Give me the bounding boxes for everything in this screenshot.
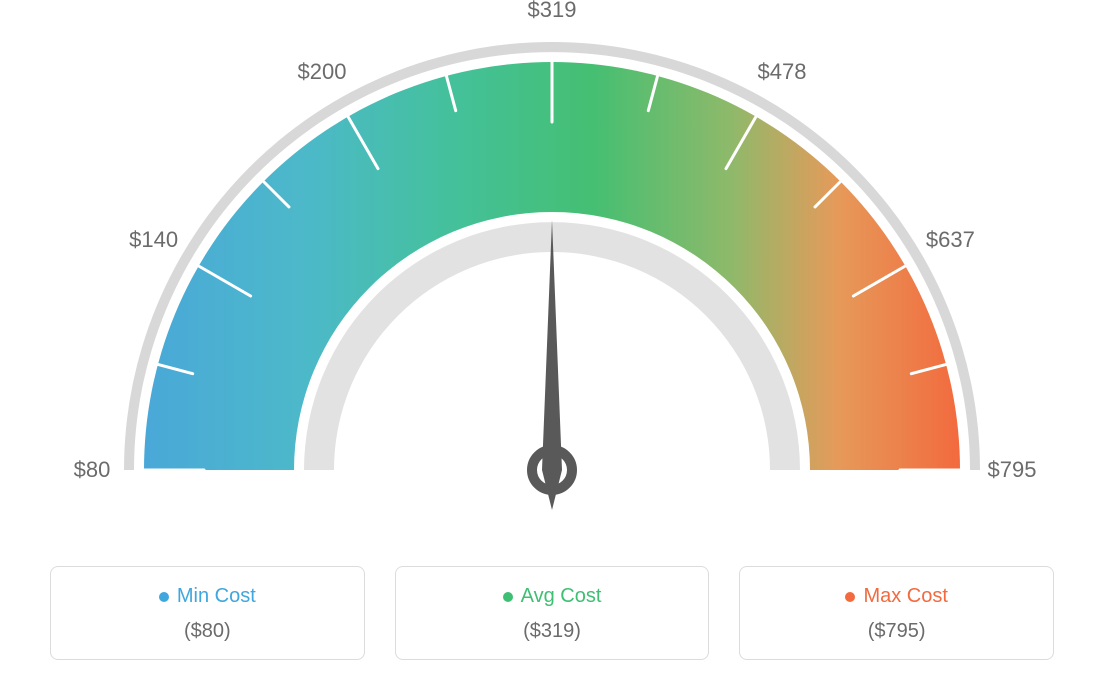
legend-value-min: ($80): [61, 620, 354, 643]
gauge-tick-label: $637: [926, 227, 975, 253]
dot-icon: [503, 592, 513, 602]
legend-card-max: Max Cost ($795): [739, 566, 1054, 660]
legend-card-avg: Avg Cost ($319): [395, 566, 710, 660]
legend-label-min: Min Cost: [177, 585, 256, 608]
gauge-svg: [0, 0, 1104, 560]
legend-card-min: Min Cost ($80): [50, 566, 365, 660]
gauge-tick-label: $80: [74, 457, 111, 483]
gauge-tick-label: $478: [758, 59, 807, 85]
gauge-tick-label: $140: [129, 227, 178, 253]
gauge-tick-label: $319: [528, 0, 577, 23]
dot-icon: [845, 592, 855, 602]
gauge-tick-label: $795: [988, 457, 1037, 483]
legend-value-max: ($795): [750, 620, 1043, 643]
legend-label-max: Max Cost: [863, 585, 947, 608]
legend-value-avg: ($319): [406, 620, 699, 643]
dot-icon: [159, 592, 169, 602]
gauge-area: $80 $140 $200 $319 $478 $637 $795: [0, 0, 1104, 560]
legend-row: Min Cost ($80) Avg Cost ($319) Max Cost …: [50, 566, 1054, 660]
legend-title-max: Max Cost: [845, 585, 947, 608]
legend-title-avg: Avg Cost: [503, 585, 602, 608]
gauge-tick-label: $200: [298, 59, 347, 85]
cost-gauge-container: $80 $140 $200 $319 $478 $637 $795 Min Cost ($8…: [0, 0, 1104, 690]
legend-label-avg: Avg Cost: [521, 585, 602, 608]
legend-title-min: Min Cost: [159, 585, 256, 608]
